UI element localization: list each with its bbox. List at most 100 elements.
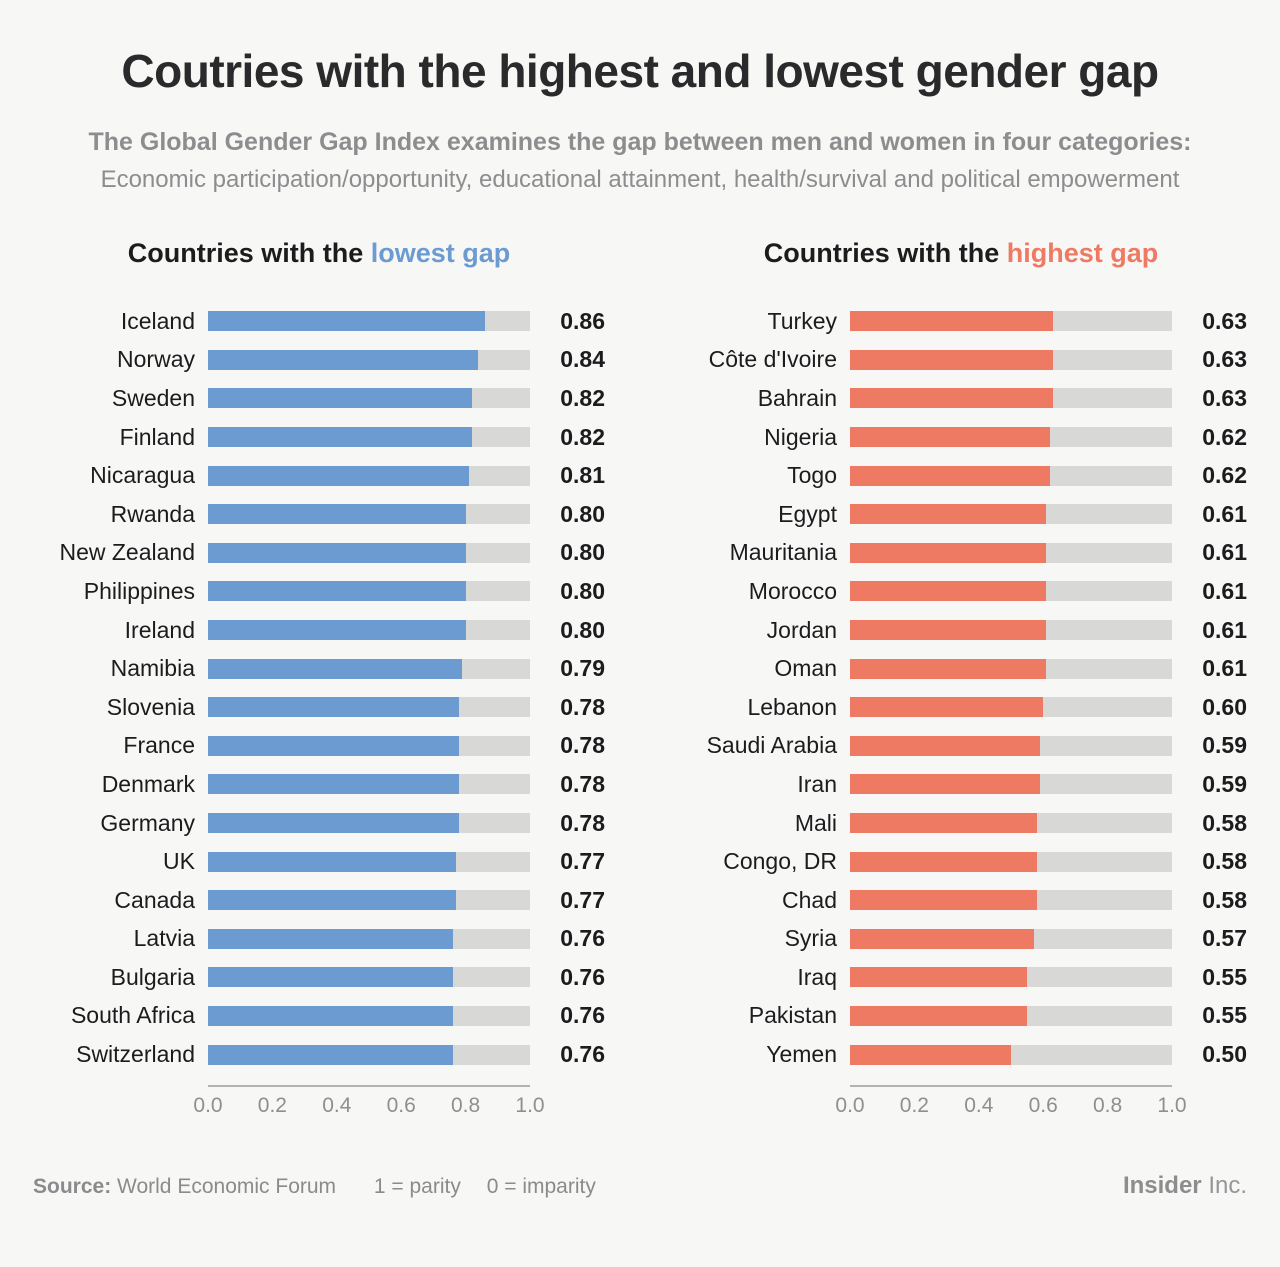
bar-value: 0.78 [560, 693, 605, 720]
bar-value: 0.61 [1202, 500, 1247, 527]
infographic-page: Coutries with the highest and lowest gen… [0, 44, 1280, 1267]
bar-row: Iran 0.59 [675, 765, 1247, 804]
bar-value: 0.84 [560, 346, 605, 373]
bar-fill [208, 1005, 453, 1026]
bar-track [850, 697, 1172, 718]
bar-value: 0.59 [1202, 770, 1247, 797]
chart-highest-gap: Countries with the highest gap Turkey 0.6… [675, 238, 1247, 1126]
bar-row: Slovenia 0.78 [33, 688, 605, 727]
bar-row: Iraq 0.55 [675, 958, 1247, 997]
bar-track [850, 1044, 1172, 1065]
bar-row: Turkey 0.63 [675, 302, 1247, 341]
bar-value: 0.78 [560, 809, 605, 836]
bar-fill [850, 504, 1047, 525]
bar-value: 0.82 [560, 423, 605, 450]
bar-fill [208, 581, 466, 602]
country-label: Saudi Arabia [706, 732, 837, 759]
x-axis-tick: 0.8 [1092, 1093, 1123, 1117]
x-axis-line [850, 1084, 1172, 1087]
country-label: Syria [784, 925, 837, 952]
chart-title-prefix: Countries with the [763, 238, 1007, 268]
country-label: Nicaragua [90, 462, 195, 489]
country-label: Latvia [133, 925, 195, 952]
bar-track [208, 620, 530, 641]
bar-value: 0.82 [560, 384, 605, 411]
country-label: Yemen [766, 1041, 837, 1068]
country-label: France [123, 732, 195, 759]
bar-value: 0.60 [1202, 693, 1247, 720]
country-label: Mauritania [729, 539, 837, 566]
bar-fill [208, 851, 456, 872]
bar-fill [208, 620, 466, 641]
country-label: Mali [794, 809, 837, 836]
x-axis-tick: 0.4 [964, 1093, 994, 1117]
bar-value: 0.77 [560, 886, 605, 913]
bar-row: Germany 0.78 [33, 804, 605, 843]
bar-track [850, 542, 1172, 563]
bar-track [208, 851, 530, 872]
bar-row: Mauritania 0.61 [675, 534, 1247, 573]
bar-fill [850, 427, 1050, 448]
bar-value: 0.80 [560, 500, 605, 527]
bar-track [850, 851, 1172, 872]
bar-value: 0.63 [1202, 384, 1247, 411]
bar-fill [208, 735, 460, 756]
bar-fill [208, 427, 473, 448]
bar-fill [850, 697, 1044, 718]
bar-fill [850, 813, 1037, 834]
x-axis-tick: 0.2 [899, 1093, 929, 1117]
country-label: Turkey [767, 307, 837, 334]
bar-rows: Turkey 0.63 Côte d'Ivoire 0.63 Bahrain 0.63 Ni… [675, 302, 1247, 1074]
bar-track [208, 504, 530, 525]
bar-row: Canada 0.77 [33, 881, 605, 920]
x-axis-tick: 0.6 [386, 1093, 416, 1117]
country-label: Iraq [797, 963, 837, 990]
chart-lowest-gap-title: Countries with the lowest gap [33, 238, 605, 269]
bar-fill [850, 928, 1034, 949]
chart-title-highlight: lowest gap [370, 238, 511, 268]
bar-fill [208, 658, 463, 679]
x-axis: 0.0 0.2 0.4 0.6 0.8 1.0 [835, 1084, 1187, 1126]
bar-track [850, 1005, 1172, 1026]
subtitle-line-2: Economic participation/opportunity, educ… [100, 166, 1180, 193]
bar-row: Latvia 0.76 [33, 920, 605, 959]
bar-value: 0.80 [560, 539, 605, 566]
country-label: Slovenia [106, 693, 195, 720]
bar-fill [850, 311, 1053, 332]
bar-value: 0.55 [1202, 1002, 1247, 1029]
bar-fill [208, 774, 460, 795]
bar-value: 0.58 [1202, 809, 1247, 836]
country-label: Congo, DR [723, 848, 837, 875]
bar-value: 0.78 [560, 732, 605, 759]
bar-track [208, 465, 530, 486]
bar-track [208, 813, 530, 834]
bar-track [208, 311, 530, 332]
source-value: World Economic Forum [117, 1174, 337, 1198]
bar-value: 0.76 [560, 963, 605, 990]
bar-row: Mali 0.58 [675, 804, 1247, 843]
bar-fill [850, 851, 1037, 872]
bar-row: Philippines 0.80 [33, 572, 605, 611]
bar-fill [850, 890, 1037, 911]
country-label: Oman [774, 655, 837, 682]
bar-row: Rwanda 0.80 [33, 495, 605, 534]
bar-value: 0.61 [1202, 655, 1247, 682]
country-label: Chad [782, 886, 837, 913]
bar-row: Yemen 0.50 [675, 1035, 1247, 1074]
bar-row: South Africa 0.76 [33, 997, 605, 1036]
bar-value: 0.79 [560, 655, 605, 682]
bar-rows: Iceland 0.86 Norway 0.84 Sweden 0.82 Finland 0.… [33, 302, 605, 1074]
country-label: Switzerland [76, 1041, 195, 1068]
country-label: Philippines [83, 577, 195, 604]
bar-value: 0.81 [560, 462, 605, 489]
country-label: Ireland [124, 616, 195, 643]
bar-value: 0.63 [1202, 346, 1247, 373]
country-label: Togo [787, 462, 837, 489]
subtitle-line-1: The Global Gender Gap Index examines the… [88, 128, 1192, 156]
bar-fill [208, 349, 479, 370]
bar-track [208, 349, 530, 370]
country-label: Iceland [120, 307, 195, 334]
bar-track [850, 504, 1172, 525]
bar-track [850, 620, 1172, 641]
bar-row: Switzerland 0.76 [33, 1035, 605, 1074]
